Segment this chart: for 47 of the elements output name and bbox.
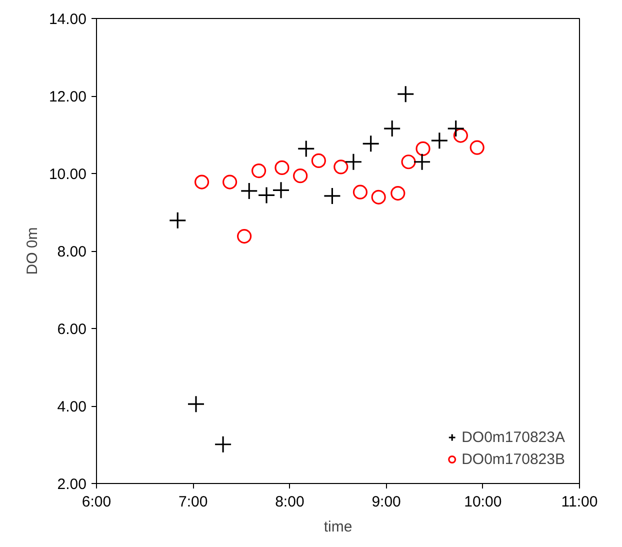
point <box>297 140 315 158</box>
point <box>413 153 431 171</box>
y-tick-label: 8.00 <box>57 244 87 260</box>
point <box>362 134 380 152</box>
point <box>383 120 401 138</box>
point <box>187 395 205 413</box>
x-tick-label: 7:00 <box>178 494 208 510</box>
x-tick-label: 10:00 <box>464 494 502 510</box>
legend-label: DO0m170823B <box>462 450 565 468</box>
point <box>371 190 386 204</box>
x-tick-label: 11:00 <box>561 494 598 510</box>
y-tick-label: 2.00 <box>57 476 87 493</box>
point <box>344 153 362 171</box>
x-tick-label: 9:00 <box>372 494 401 510</box>
point <box>168 212 186 230</box>
y-tick-label: 10.00 <box>48 166 87 183</box>
point <box>237 228 252 244</box>
y-tick-label: 12.00 <box>48 88 87 106</box>
point <box>430 132 448 150</box>
point <box>401 154 416 170</box>
point <box>293 168 308 184</box>
y-axis-title: DO 0m <box>24 227 41 275</box>
y-tick-label: 6.00 <box>57 321 87 338</box>
point <box>352 184 368 200</box>
point <box>396 85 414 103</box>
x-axis-title: time <box>324 518 352 536</box>
point <box>323 187 342 205</box>
legend-label: DO0m170823A <box>462 428 565 446</box>
point <box>240 182 258 200</box>
point <box>274 160 290 175</box>
point <box>416 141 430 156</box>
point <box>222 174 238 190</box>
y-tick-label: 4.00 <box>57 398 87 416</box>
y-tick-label: 14.00 <box>48 11 87 28</box>
point <box>258 186 276 204</box>
point <box>251 164 266 178</box>
point <box>453 128 468 143</box>
point <box>447 120 465 138</box>
point <box>311 153 326 168</box>
x-tick-label: 8:00 <box>275 494 304 510</box>
point <box>470 140 484 155</box>
point <box>334 160 348 174</box>
point <box>214 436 232 454</box>
point <box>390 186 406 201</box>
point <box>272 181 290 199</box>
x-tick-label: 6:00 <box>82 494 112 510</box>
point <box>194 174 210 190</box>
